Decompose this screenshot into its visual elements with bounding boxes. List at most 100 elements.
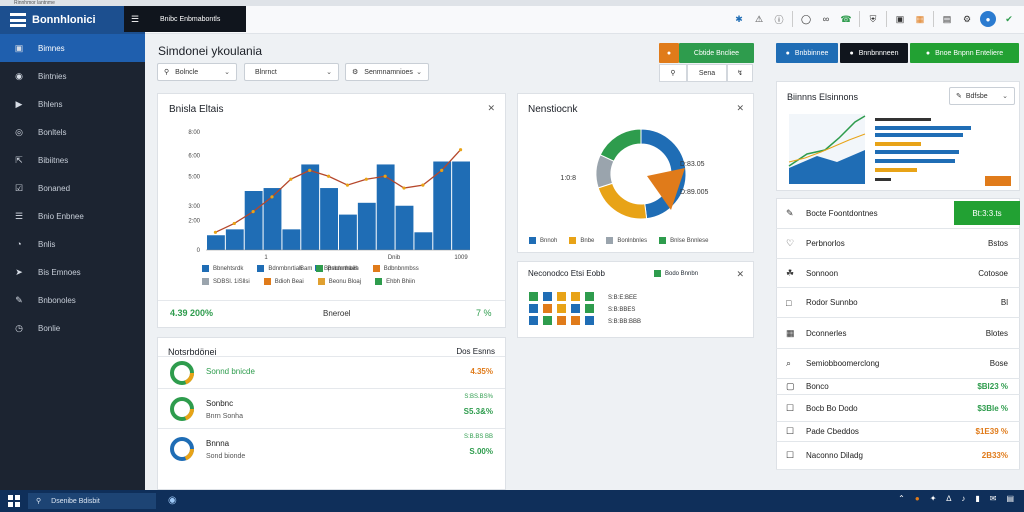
hamburger-icon[interactable]: ☰ xyxy=(130,13,140,24)
orange-action-icon[interactable]: ● xyxy=(659,43,679,63)
notifications-right-title: Dos Esnns xyxy=(456,347,495,356)
sidebar-item-7[interactable]: ◔ Bnlis xyxy=(0,230,145,258)
message-icon[interactable]: ✉ xyxy=(989,494,997,503)
checkbox-icon: ☐ xyxy=(786,450,795,460)
sidebar-item-0[interactable]: ▣ Bimnes xyxy=(0,34,145,62)
dark-button[interactable]: ● Bnnbnnneen xyxy=(840,43,908,63)
volume-icon[interactable]: ♪ xyxy=(961,494,966,503)
phone-icon[interactable]: ☎ xyxy=(840,13,852,24)
sidebar-item-6[interactable]: ☰ Bnio Enbnee xyxy=(0,202,145,230)
right-list-row[interactable]: ☘ Sonnoon Cotosoe xyxy=(776,259,1020,288)
compass-icon: ◎ xyxy=(15,127,23,137)
filter-dropdown-1[interactable]: ⚲ Bolncle ⌄ xyxy=(157,63,237,81)
filter-dropdown-2[interactable]: Blnrnct ⌄ xyxy=(244,63,339,81)
right-list-label: Bocb Bo Dodo xyxy=(806,403,858,413)
sidebar-item-9[interactable]: ✎ Bnbonoles xyxy=(0,286,145,314)
orange-app-icon[interactable]: ● xyxy=(914,494,920,503)
right-list-value: Bose xyxy=(989,359,1008,368)
progress-ring-icon xyxy=(170,397,194,421)
sidebar-item-label: Bimnes xyxy=(38,43,65,53)
printer-icon[interactable]: ▣ xyxy=(895,13,905,24)
legend-label: Ehbh Bhiin xyxy=(386,278,416,285)
notification-value: S5.3&% xyxy=(463,407,493,416)
right-list-row[interactable]: □ Rodor Sunnbo Bl xyxy=(776,288,1020,318)
network-icon[interactable]: ∆ xyxy=(946,494,952,503)
filter-dropdown-3[interactable]: ⚙ Senmnamnioes ⌄ xyxy=(345,63,429,81)
info-icon[interactable]: ⓘ xyxy=(774,14,784,25)
tools-icon[interactable]: ✦ xyxy=(929,494,937,503)
chevron-down-icon: ⌄ xyxy=(416,69,422,76)
sidebar-item-3[interactable]: ◎ Bonltels xyxy=(0,118,145,146)
notification-row[interactable]: Sonbnc Bnrn Sonha S:BS.BS% S5.3&% xyxy=(158,388,505,428)
alert-icon[interactable]: ⚠ xyxy=(754,13,764,24)
right-chart-dropdown[interactable]: ✎ Bdfsbe ⌄ xyxy=(949,87,1015,105)
y-tick-label: 3:00 xyxy=(188,204,200,210)
lightning-icon-button[interactable]: ↯ xyxy=(727,64,753,82)
sidebar-item-1[interactable]: ◉ Bintnies xyxy=(0,62,145,90)
primary-action-button[interactable]: Cbtide Bncliee xyxy=(679,43,754,63)
notification-row[interactable]: Sonnd bnicde 4.35% xyxy=(158,356,505,388)
line-point xyxy=(402,186,406,190)
sidebar-item-2[interactable]: ▶ Bhlens xyxy=(0,90,145,118)
notification-value: S.00% xyxy=(469,447,493,456)
blue-button[interactable]: ● Bnbbinnee xyxy=(776,43,838,63)
filter-icon-button[interactable]: ⚲ xyxy=(659,64,687,82)
notification-icon[interactable]: ▤ xyxy=(1006,494,1014,503)
close-icon[interactable]: ✕ xyxy=(736,269,744,279)
battery-icon[interactable]: ▮ xyxy=(975,494,980,503)
right-list-row[interactable]: ⌕ Semiobboomerclong Bose xyxy=(776,349,1020,379)
legend-label: Bnlse Bnnlese xyxy=(670,237,709,244)
donut-annotation: D:89.005 xyxy=(680,189,709,196)
right-list-value: Bstos xyxy=(987,239,1008,248)
taskbar-search[interactable]: ⚲ Dsenibe Bdisbit xyxy=(28,493,156,509)
edge-browser-icon[interactable]: ◉ xyxy=(168,495,177,506)
windows-start-icon[interactable] xyxy=(8,495,20,507)
sidebar-item-10[interactable]: ◷ Bonlie xyxy=(0,314,145,342)
avatar[interactable]: ● xyxy=(980,11,996,27)
close-icon[interactable]: ✕ xyxy=(487,103,495,113)
app-logo[interactable]: Bonnhlonici xyxy=(0,6,145,34)
right-chart-title: Biinnns Elsinnons xyxy=(787,92,859,102)
sidebar-item-4[interactable]: ⇱ Bibiitnes xyxy=(0,146,145,174)
apps-icon[interactable]: ▦ xyxy=(915,13,925,24)
chevron-down-icon: ⌄ xyxy=(1002,93,1008,100)
heatmap-cell xyxy=(529,316,538,325)
chart-legend-row-2: SDBSl. 1iSllsi Bdioh Beai Beonu Bloaj Ehbh … xyxy=(202,278,415,285)
heatmap-title: Neconodco Etsi Eobb xyxy=(528,269,605,278)
right-list-row[interactable]: ☐ Bocb Bo Dodo $3Ble % xyxy=(776,395,1020,422)
gear-icon: ⚙ xyxy=(352,69,359,76)
right-list-row[interactable]: ▢ Bonco $Bl23 % xyxy=(776,379,1020,395)
chat-icon: □ xyxy=(786,297,792,308)
settings-icon[interactable]: ⚙ xyxy=(962,13,972,24)
right-list-row[interactable]: ✎ Bocte Foontdontnes Bt:3:3.ts xyxy=(776,199,1020,229)
legend-swatch xyxy=(202,265,209,272)
sidebar-item-8[interactable]: ➤ Bis Emnoes xyxy=(0,258,145,286)
right-list-row[interactable]: ▦ Dconnerles Blotes xyxy=(776,318,1020,349)
legend-label: SDBSl. 1iSllsi xyxy=(213,278,250,285)
taskbar-tray: ⌃ ● ✦ ∆ ♪ ▮ ✉ ▤ xyxy=(898,494,1014,503)
legend-item: Ehbh Bhiin xyxy=(375,278,415,285)
notification-row[interactable]: Bnnna Sond bionde S:B.BS BB S.00% xyxy=(158,428,505,468)
x-tick-label: Dnib xyxy=(388,255,401,261)
close-icon[interactable]: ✕ xyxy=(736,103,744,113)
right-list-row[interactable]: ♡ Perbnorlos Bstos xyxy=(776,229,1020,259)
right-list-label: Semiobboomerclong xyxy=(806,359,880,368)
right-list-row[interactable]: ☐ Pade Cbeddos $1E39 % xyxy=(776,422,1020,442)
right-list-row[interactable]: ☐ Naconno Diladg 2B33% xyxy=(776,442,1020,470)
leaf-icon: ☘ xyxy=(786,267,795,278)
sena-button[interactable]: Sena xyxy=(687,64,727,82)
document-icon[interactable]: ▤ xyxy=(942,13,952,24)
shield-icon[interactable]: ⛨ xyxy=(869,13,877,24)
sidebar-item-5[interactable]: ☑ Bonaned xyxy=(0,174,145,202)
line-point xyxy=(421,183,425,187)
chat-icon[interactable]: ◯ xyxy=(800,13,812,24)
green-status-icon[interactable]: ✔ xyxy=(1005,13,1013,24)
green-button[interactable]: ● Bnoe Bnpnn Enteliere xyxy=(910,43,1019,63)
link-icon[interactable]: ∞ xyxy=(822,14,830,24)
legend-swatch xyxy=(569,237,577,244)
chevron-up-icon[interactable]: ⌃ xyxy=(898,494,905,503)
heatmap-line: S:B:BBES xyxy=(608,307,636,313)
legend-swatch xyxy=(372,265,380,272)
bluetooth-icon[interactable]: ✱ xyxy=(735,13,743,24)
search-icon: ⚲ xyxy=(164,69,170,76)
